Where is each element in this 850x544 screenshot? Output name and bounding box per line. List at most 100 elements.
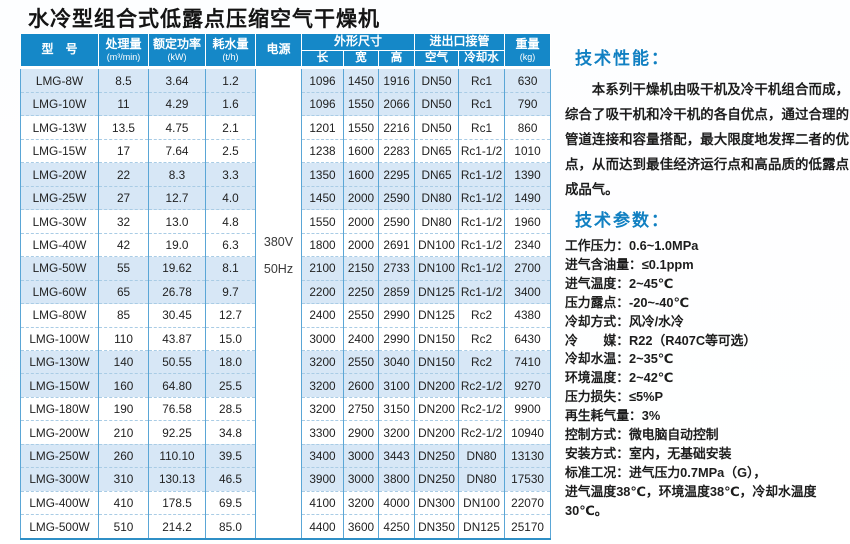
cell-height: 2990 — [378, 327, 416, 352]
cell-model: LMG-150W — [20, 373, 99, 398]
cell-capacity: 260 — [98, 444, 149, 469]
spec-table-container: 型 号 处理量 (m³/min) 额定功率 (kW) 耗水量 (t/h) 电源 … — [20, 33, 552, 541]
parameter-item: 标准工况：进气压力0.7MPa（G）， — [565, 464, 767, 480]
cell-rated-power: 19.0 — [148, 233, 206, 258]
cell-rated-power: 8.3 — [148, 162, 206, 187]
parameter-item: 进气温度38℃，环境温度38℃，冷却水温度30℃。 — [565, 483, 817, 518]
parameter-item: 压力露点：-20~-40℃ — [565, 294, 689, 310]
cell-height: 4250 — [378, 514, 416, 541]
cell-water-consumption: 4.0 — [205, 186, 256, 211]
cell-model: LMG-200W — [20, 420, 99, 445]
cell-width: 2250 — [343, 280, 379, 305]
cell-model: LMG-8W — [20, 65, 99, 94]
header-rated-power-unit: (kW) — [167, 51, 187, 62]
cell-width: 2900 — [343, 420, 379, 445]
cell-weight: 630 — [504, 65, 552, 94]
cell-rated-power: 30.45 — [148, 303, 206, 328]
header-cooling-water: 冷却水 — [458, 50, 506, 68]
power-supply-cell: 380V 50Hz — [255, 66, 302, 540]
table-row: LMG-300W 310 130.13 46.5 3900 3000 3800 DN250 DN… — [20, 467, 552, 492]
cell-water-consumption: 34.8 — [205, 420, 256, 445]
cell-width: 3200 — [343, 491, 379, 516]
header-water-label: 耗水量 — [212, 36, 249, 51]
parameters-section-heading: 技术参数： — [575, 211, 670, 230]
cell-weight: 9900 — [504, 397, 552, 422]
cell-capacity: 210 — [98, 420, 149, 445]
cell-water-consumption: 1.6 — [205, 92, 256, 117]
cell-capacity: 110 — [98, 327, 149, 352]
cell-cooling-water-connection: Rc1-1/2 — [458, 233, 506, 258]
cell-width: 2000 — [343, 186, 379, 211]
cell-model: LMG-300W — [20, 467, 99, 492]
cell-length: 1450 — [301, 186, 344, 211]
cell-rated-power: 43.87 — [148, 327, 206, 352]
cell-model: LMG-100W — [20, 327, 99, 352]
header-width: 宽 — [343, 50, 379, 68]
header-model: 型 号 — [20, 33, 99, 68]
cell-width: 1550 — [343, 92, 379, 117]
cell-width: 3600 — [343, 514, 379, 541]
cell-height: 2066 — [378, 92, 416, 117]
cell-length: 3400 — [301, 444, 344, 469]
cell-height: 2733 — [378, 256, 416, 281]
table-row: LMG-100W 110 43.87 15.0 3000 2400 2990 DN150 Rc2… — [20, 327, 552, 352]
table-row: LMG-20W 22 8.3 3.3 1350 1600 2295 DN65 Rc1-1/2 13… — [20, 162, 552, 187]
cell-water-consumption: 12.7 — [205, 303, 256, 328]
header-water-consumption: 耗水量 (t/h) — [205, 33, 256, 68]
cell-weight: 1390 — [504, 162, 552, 187]
cell-weight: 13130 — [504, 444, 552, 469]
cell-length: 1550 — [301, 209, 344, 234]
cell-model: LMG-15W — [20, 139, 99, 164]
cell-rated-power: 50.55 — [148, 350, 206, 375]
cell-weight: 7410 — [504, 350, 552, 375]
cell-width: 2400 — [343, 327, 379, 352]
table-row: LMG-40W 42 19.0 6.3 1800 2000 2691 DN100 Rc1-1/2… — [20, 233, 552, 258]
cell-width: 2750 — [343, 397, 379, 422]
cell-air-connection: DN125 — [414, 303, 460, 328]
cell-length: 2100 — [301, 256, 344, 281]
header-weight-unit: (kg) — [519, 51, 536, 62]
cell-water-consumption: 1.2 — [205, 65, 256, 94]
cell-cooling-water-connection: Rc1 — [458, 65, 506, 94]
cell-weight: 4380 — [504, 303, 552, 328]
cell-water-consumption: 15.0 — [205, 327, 256, 352]
cell-cooling-water-connection: Rc2-1/2 — [458, 373, 506, 398]
cell-height: 2990 — [378, 303, 416, 328]
cell-height: 2859 — [378, 280, 416, 305]
cell-width: 3000 — [343, 444, 379, 469]
cell-air-connection: DN50 — [414, 65, 460, 94]
cell-rated-power: 178.5 — [148, 491, 206, 516]
cell-height: 1916 — [378, 65, 416, 94]
header-water-unit: (t/h) — [222, 51, 239, 62]
cell-height: 2590 — [378, 186, 416, 211]
cell-water-consumption: 28.5 — [205, 397, 256, 422]
cell-capacity: 410 — [98, 491, 149, 516]
header-height: 高 — [377, 50, 416, 68]
cell-capacity: 140 — [98, 350, 149, 375]
cell-cooling-water-connection: DN80 — [458, 444, 506, 469]
cell-air-connection: DN200 — [414, 397, 460, 422]
cell-cooling-water-connection: Rc1-1/2 — [458, 162, 506, 187]
cell-cooling-water-connection: DN100 — [458, 491, 506, 516]
cell-model: LMG-40W — [20, 233, 99, 258]
table-row: LMG-500W 510 214.2 85.0 4400 3600 4250 DN350 DN1… — [20, 514, 552, 541]
parameter-item: 压力损失：≤5%P — [565, 389, 664, 405]
cell-length: 1238 — [301, 139, 344, 164]
table-row: LMG-250W 260 110.10 39.5 3400 3000 3443 DN250 DN… — [20, 444, 552, 469]
cell-length: 1350 — [301, 162, 344, 187]
cell-width: 3000 — [343, 467, 379, 492]
cell-weight: 22070 — [504, 491, 552, 516]
header-power-supply: 电源 — [255, 33, 302, 68]
cell-capacity: 65 — [98, 280, 149, 305]
cell-air-connection: DN100 — [414, 256, 460, 281]
cell-rated-power: 110.10 — [148, 444, 206, 469]
cell-cooling-water-connection: Rc2-1/2 — [458, 397, 506, 422]
cell-water-consumption: 46.5 — [205, 467, 256, 492]
cell-air-connection: DN150 — [414, 350, 460, 375]
cell-capacity: 17 — [98, 139, 149, 164]
cell-model: LMG-400W — [20, 491, 99, 516]
header-connections: 进出口接管 — [414, 33, 506, 51]
cell-air-connection: DN125 — [414, 280, 460, 305]
cell-height: 3040 — [378, 350, 416, 375]
cell-air-connection: DN200 — [414, 420, 460, 445]
